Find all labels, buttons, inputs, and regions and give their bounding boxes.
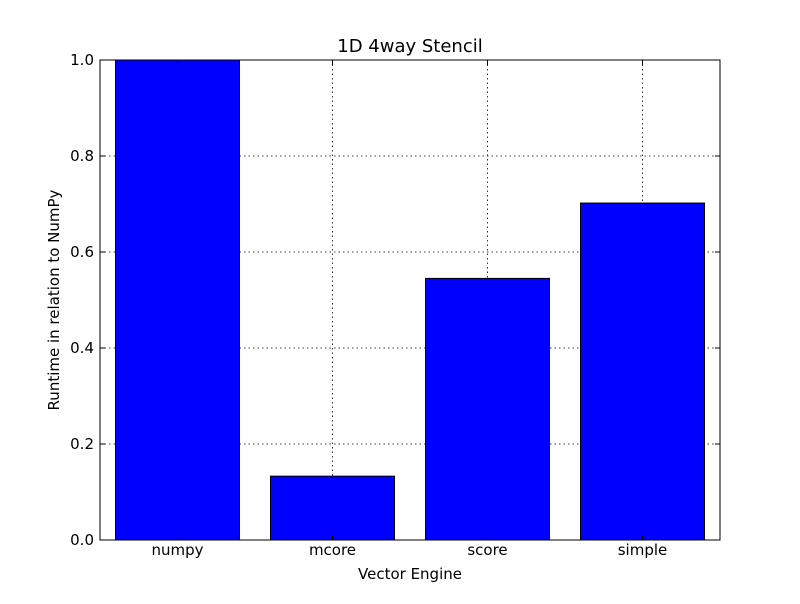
x-tick-label-mcore: mcore bbox=[309, 541, 356, 559]
y-axis-label: Runtime in relation to NumPy bbox=[45, 189, 63, 410]
bars bbox=[115, 59, 705, 541]
bar-mcore bbox=[270, 475, 395, 541]
axis-ticks bbox=[100, 59, 720, 541]
y-tick-label: 0.6 bbox=[70, 243, 94, 261]
y-tick-label: 0.2 bbox=[70, 435, 94, 453]
plot-frame bbox=[99, 59, 721, 541]
tick-labels: 0.0 0.2 0.4 0.6 0.8 1.0 numpy mcore score simple bbox=[70, 51, 667, 559]
x-tick-label-numpy: numpy bbox=[151, 541, 203, 559]
y-tick-label: 0.4 bbox=[70, 339, 94, 357]
x-tick-label-score: score bbox=[467, 541, 507, 559]
chart-title: 1D 4way Stencil bbox=[337, 36, 482, 57]
x-axis-label: Vector Engine bbox=[358, 565, 462, 583]
x-tick-label-simple: simple bbox=[618, 541, 668, 559]
bar-numpy bbox=[115, 59, 240, 541]
bar-simple bbox=[580, 202, 705, 541]
y-tick-label: 0.8 bbox=[70, 147, 94, 165]
y-tick-label: 0.0 bbox=[70, 531, 94, 549]
bar-score bbox=[425, 277, 550, 541]
y-tick-label: 1.0 bbox=[70, 51, 94, 69]
